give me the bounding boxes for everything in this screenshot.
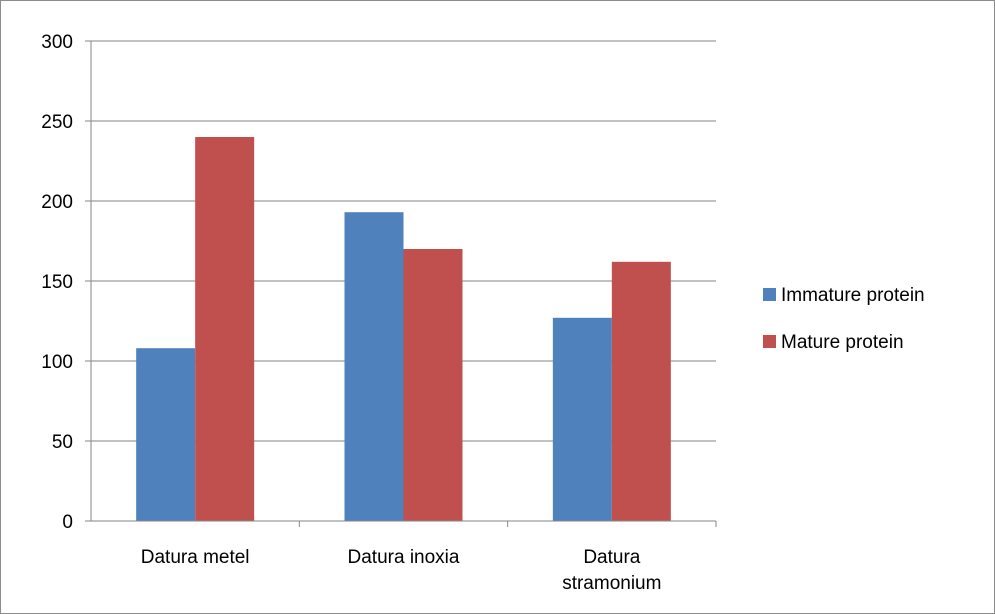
bar-series0-cat0 [136, 348, 196, 521]
y-tick-label: 100 [41, 352, 73, 373]
legend-swatch-0 [763, 288, 776, 301]
y-tick-label: 300 [41, 32, 73, 53]
x-category-label-line: Datura inoxia [348, 547, 460, 568]
y-tick-label: 50 [52, 432, 73, 453]
x-category-label: Datura inoxia [348, 547, 460, 568]
x-category-label: Datura stramonium [562, 547, 661, 594]
bar-series1-cat2 [611, 261, 671, 521]
bars [136, 137, 671, 521]
y-tick-labels: 0 50 100 150 200 250 300 [41, 32, 73, 533]
x-category-label-line: Datura metel [141, 547, 250, 568]
legend-swatch-1 [763, 335, 776, 348]
x-category-label-line: Datura [583, 547, 640, 568]
bar-series0-cat1 [344, 212, 404, 521]
legend-label-1: Mature protein [781, 332, 904, 353]
x-category-label-line: stramonium [562, 573, 661, 594]
bar-series1-cat0 [195, 137, 255, 521]
y-tick-label: 0 [62, 512, 73, 533]
bar-series0-cat2 [552, 317, 612, 521]
y-tick-label: 150 [41, 272, 73, 293]
legend-label-0: Immature protein [781, 285, 925, 306]
y-tick-label: 200 [41, 192, 73, 213]
legend: Immature protein Mature protein [763, 285, 925, 353]
y-tick-label: 250 [41, 112, 73, 133]
x-category-labels: Datura metel Datura inoxia Datura stramoniu… [141, 547, 662, 594]
bar-series1-cat1 [403, 249, 463, 521]
axes [90, 41, 717, 527]
x-category-label: Datura metel [141, 547, 250, 568]
